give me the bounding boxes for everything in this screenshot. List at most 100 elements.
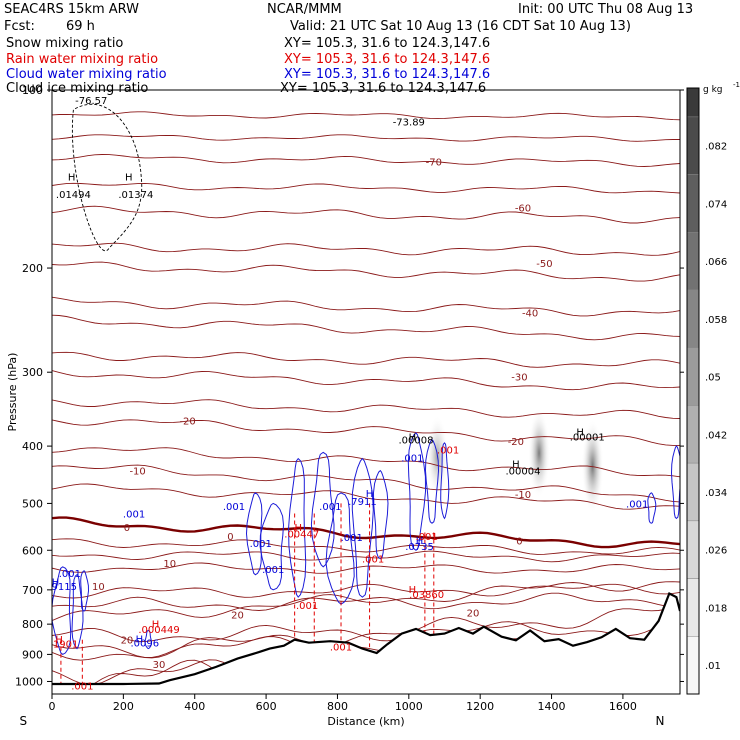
isotherm-label: 20: [231, 610, 244, 621]
colorbar-label: .042: [705, 430, 727, 441]
forecast-hours: 69 h: [66, 19, 95, 34]
colorbar-cap: [687, 88, 699, 119]
max-marker: H: [125, 172, 133, 183]
isotherm-label: -40: [522, 309, 538, 320]
contour-label: .001: [416, 532, 438, 543]
max-marker: H: [55, 635, 63, 646]
colorbar-segment: [686, 289, 700, 348]
max-value-label: .00447: [284, 529, 319, 540]
max-value-label: .03860: [409, 590, 444, 601]
isotherm: [52, 399, 680, 419]
max-marker: H: [409, 585, 417, 596]
colorbar-label: .082: [705, 142, 727, 153]
max-marker: H: [294, 523, 302, 534]
colorbar-label: .01: [705, 661, 721, 672]
terrain-fill: [52, 593, 680, 694]
x-tick-label: 200: [113, 700, 134, 713]
isotherm-label: -10: [129, 467, 145, 478]
cloud-water-contour: [372, 469, 389, 560]
cloud-water-contour: [325, 492, 355, 605]
y-tick-label: 400: [22, 440, 43, 453]
y-tick-label: 800: [22, 618, 43, 631]
isotherm: [52, 370, 680, 391]
isotherm: [52, 419, 680, 446]
max-marker: H: [366, 489, 374, 500]
isotherm-label: 0: [516, 537, 522, 548]
isotherm: [52, 296, 680, 317]
field-snow-xy: XY= 105.3, 31.6 to 124.3,147.6: [284, 36, 491, 51]
contour-label: .001: [319, 502, 341, 513]
contour-label: .001: [341, 533, 363, 544]
cloud-water-contour: [407, 432, 427, 551]
y-tick-label: 500: [22, 497, 43, 510]
init-time: Init: 00 UTC Thu 08 Aug 13: [518, 2, 694, 17]
contour-label: .001: [296, 601, 318, 612]
contour-label: .001: [401, 453, 423, 464]
x-axis-label: Distance (km): [327, 715, 404, 728]
x-tick-label: 1000: [395, 700, 423, 713]
max-value-label: .00001: [570, 432, 605, 443]
max-marker: H: [416, 536, 424, 547]
colorbar-label: .066: [705, 257, 727, 268]
terrain-line: [52, 591, 680, 686]
cloud-water-contour: [80, 570, 90, 612]
isotherm: [52, 314, 680, 341]
isotherm-label: 30: [153, 660, 166, 671]
isotherm-label: 20: [121, 636, 134, 647]
contour-label: .001: [71, 681, 93, 692]
cloud-water-contour: [670, 445, 680, 520]
isotherm-label: -50: [536, 259, 552, 270]
colorbar-label: .058: [705, 315, 727, 326]
cloud-water-contour: [647, 492, 657, 524]
colorbar-label: .026: [705, 546, 727, 557]
max-value-label: .01374: [118, 190, 153, 201]
isotherm: [52, 583, 680, 599]
forecast-label: Fcst:: [4, 19, 35, 34]
y-tick-label: 700: [22, 584, 43, 597]
isotherm: [52, 261, 680, 282]
isotherm-label: 20: [467, 609, 480, 620]
colorbar-label: .018: [705, 603, 727, 614]
cloud-water-contour: [288, 457, 307, 598]
y-tick-label: 900: [22, 648, 43, 661]
cloud-water-contour: [52, 566, 72, 656]
isotherm: [52, 620, 680, 643]
cloud-water-contour: [144, 629, 153, 650]
snow-plume: [528, 408, 551, 499]
x-tick-label: 1400: [538, 700, 566, 713]
field-rain-xy: XY= 105.3, 31.6 to 124.3,147.6: [284, 52, 491, 67]
x-tick-label: 400: [184, 700, 205, 713]
isotherm: [52, 464, 680, 503]
isotherm: [52, 581, 680, 622]
isotherm: [52, 111, 680, 121]
contour-label: .001: [262, 565, 284, 576]
colorbar-label: .074: [705, 199, 727, 210]
field-cloudwater-xy: XY= 105.3, 31.6 to 124.3,147.6: [284, 67, 491, 82]
max-marker: H: [409, 432, 417, 443]
isotherm: [52, 154, 680, 167]
contour-label: .001: [362, 555, 384, 566]
isotherm-label: -20: [179, 416, 195, 427]
colorbar-segment: [686, 116, 700, 175]
isotherm: [52, 182, 680, 194]
isotherm-label: -10: [515, 490, 531, 501]
y-axis-label: Pressure (hPa): [6, 353, 19, 432]
x-tick-label: 1600: [609, 700, 637, 713]
cloud-water-contour: [71, 574, 84, 650]
max-value-label: .00008: [398, 436, 433, 447]
max-marker: H: [68, 172, 76, 183]
max-marker: H: [52, 578, 60, 589]
max-value-label: .01494: [56, 190, 91, 201]
cloud-water-contour: [351, 457, 374, 598]
endpoint-north: N: [656, 714, 665, 728]
colorbar-label: .034: [705, 488, 727, 499]
colorbar-segment: [686, 232, 700, 291]
cloud-water-contour: [259, 502, 285, 591]
contour-label: .001: [123, 509, 145, 520]
y-tick-label: 100: [22, 84, 43, 97]
colorbar-segment: [686, 520, 700, 579]
x-tick-label: 600: [256, 700, 277, 713]
max-marker: H: [576, 428, 584, 439]
colorbar-unit-exponent: -1: [733, 81, 740, 89]
isotherm-label: -70: [426, 157, 442, 168]
